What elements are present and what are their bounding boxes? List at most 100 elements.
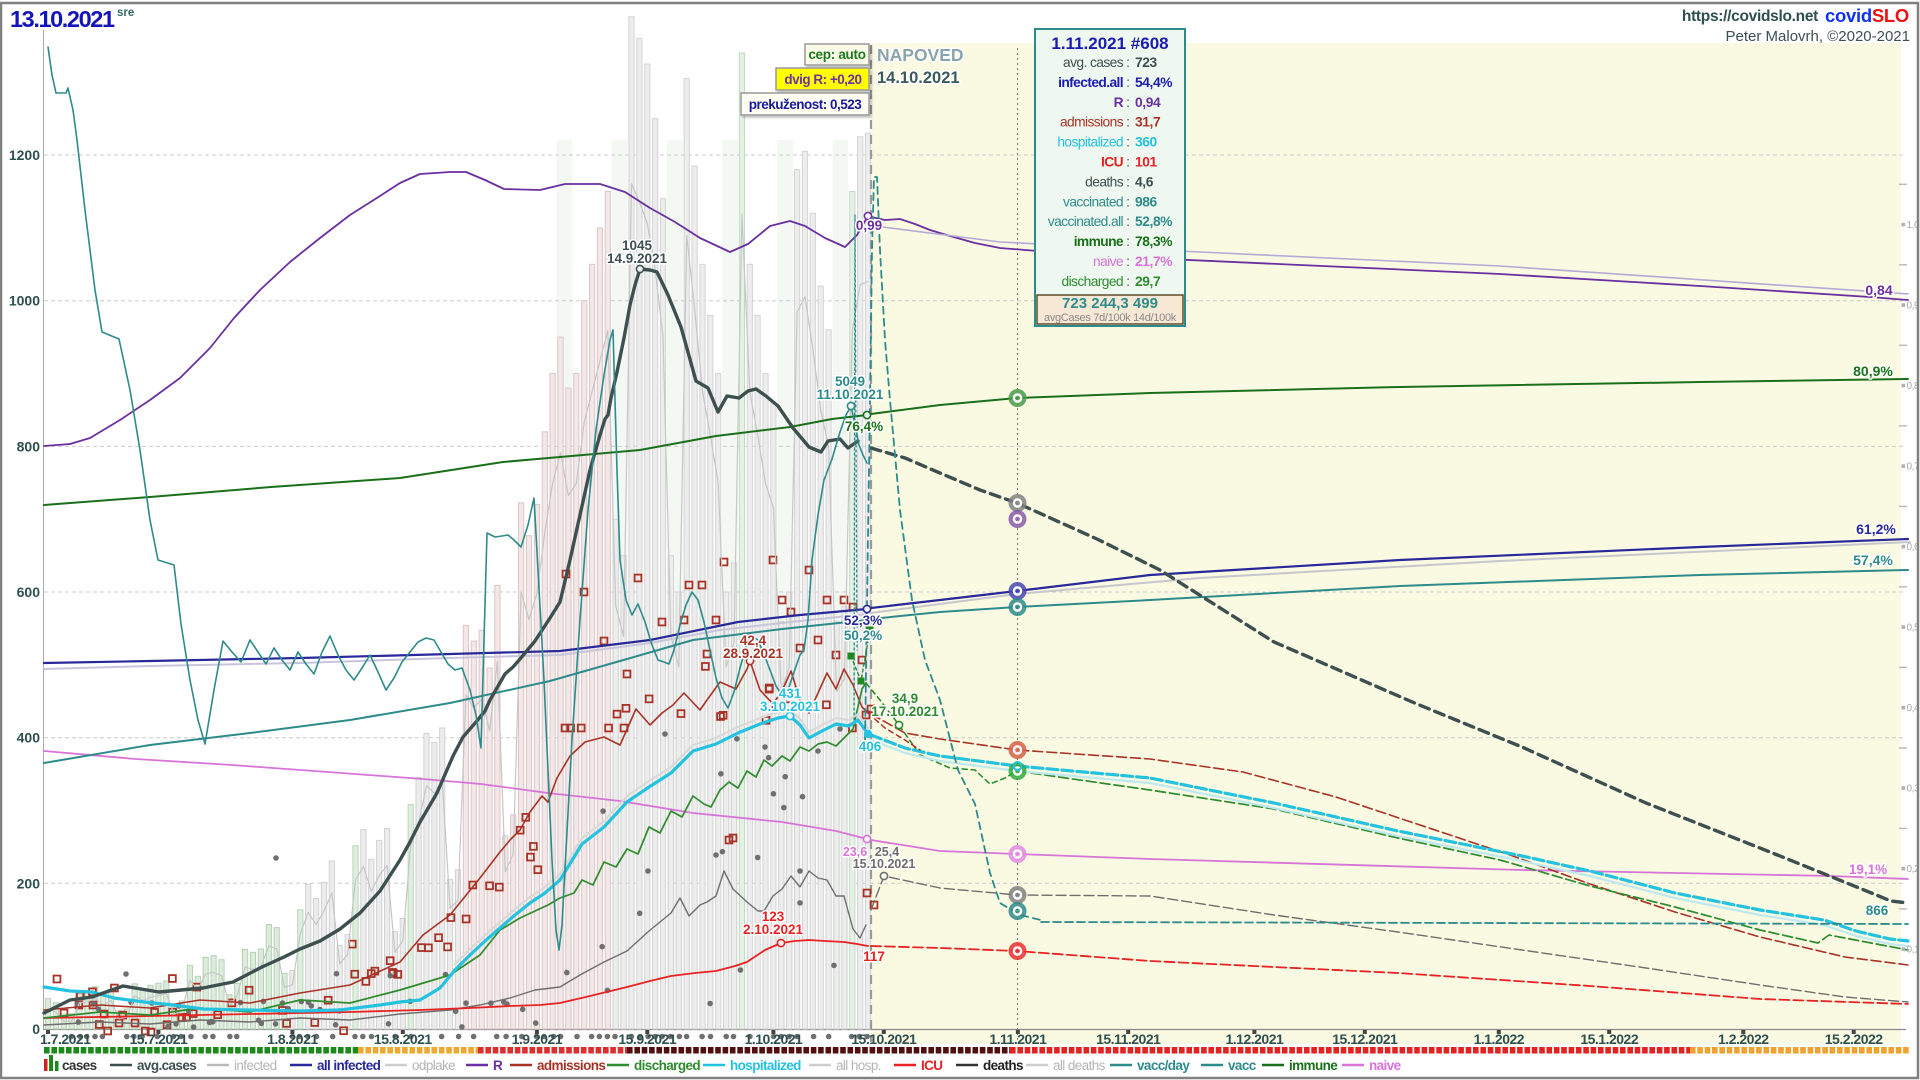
svg-text:4,6: 4,6 (1135, 174, 1154, 189)
svg-text:13.10.2021: 13.10.2021 (10, 6, 115, 32)
svg-text:admissions: admissions (537, 1058, 605, 1073)
svg-text:28.9.2021: 28.9.2021 (723, 646, 784, 661)
svg-text:15.7.2021: 15.7.2021 (129, 1031, 187, 1047)
svg-text:866: 866 (1866, 903, 1889, 918)
svg-text:admissions: admissions (1060, 115, 1124, 130)
svg-text::: : (1126, 254, 1130, 269)
svg-text:0,5: 0,5 (1907, 623, 1920, 634)
svg-text:123: 123 (762, 909, 785, 924)
svg-text::: : (1126, 214, 1130, 229)
svg-text:78,3%: 78,3% (1135, 234, 1172, 249)
svg-text:1.2.2022: 1.2.2022 (1718, 1031, 1769, 1047)
svg-text:naive: naive (1093, 254, 1124, 269)
svg-text:34,9: 34,9 (892, 691, 918, 706)
svg-text:all deaths: all deaths (1053, 1058, 1106, 1073)
svg-text:15.1.2022: 15.1.2022 (1580, 1031, 1638, 1047)
svg-text:31,7: 31,7 (1135, 115, 1161, 130)
svg-text:0,99: 0,99 (856, 218, 882, 233)
svg-text:avg. cases: avg. cases (1063, 55, 1124, 70)
svg-text:25,4: 25,4 (875, 845, 899, 859)
svg-text:discharged: discharged (634, 1058, 700, 1073)
svg-text:dvig R: +0,20: dvig R: +0,20 (784, 72, 861, 87)
svg-text:covidSLO: covidSLO (1825, 5, 1909, 26)
svg-text:prekuženost: 0,523: prekuženost: 0,523 (749, 97, 863, 112)
svg-text:1000: 1000 (9, 293, 40, 309)
svg-text:0,84: 0,84 (1865, 282, 1892, 298)
svg-text:54,4%: 54,4% (1135, 75, 1172, 90)
svg-text:14.10.2021: 14.10.2021 (877, 69, 960, 87)
svg-text:discharged: discharged (1062, 274, 1124, 289)
svg-text:57,4%: 57,4% (1853, 552, 1893, 568)
svg-text:52,3%: 52,3% (844, 613, 882, 628)
svg-text:hospitalized: hospitalized (1057, 135, 1123, 150)
svg-text:all infected: all infected (317, 1058, 381, 1073)
svg-text:360: 360 (1135, 135, 1158, 150)
svg-text::: : (1126, 194, 1130, 209)
svg-text:R: R (493, 1058, 503, 1073)
svg-text:vacc: vacc (1228, 1058, 1257, 1073)
svg-text:1.12.2021: 1.12.2021 (1226, 1031, 1284, 1047)
svg-text:15.10.2021: 15.10.2021 (851, 1031, 917, 1047)
svg-text:ICU: ICU (921, 1058, 942, 1073)
svg-text:hospitalized: hospitalized (730, 1058, 801, 1073)
svg-text:986: 986 (1135, 194, 1158, 209)
svg-text:15.9.2021: 15.9.2021 (618, 1031, 676, 1047)
svg-text:cep: auto: cep: auto (808, 47, 865, 62)
svg-text:0,3: 0,3 (1907, 784, 1920, 795)
svg-text::: : (1126, 75, 1130, 90)
svg-text:19,1%: 19,1% (1849, 862, 1887, 877)
svg-text:23,6: 23,6 (843, 845, 867, 859)
svg-text:42,4: 42,4 (740, 633, 767, 648)
svg-text:50,2%: 50,2% (844, 628, 882, 643)
svg-text:0,6: 0,6 (1907, 542, 1920, 553)
svg-text:https://covidslo.net: https://covidslo.net (1682, 8, 1818, 25)
svg-text:3.10.2021: 3.10.2021 (760, 699, 821, 714)
svg-text:1,0: 1,0 (1907, 220, 1920, 231)
svg-text:0,4: 0,4 (1907, 703, 1920, 714)
svg-text:117: 117 (863, 949, 885, 964)
svg-text:0,1: 0,1 (1907, 945, 1920, 956)
svg-text:1.7.2021: 1.7.2021 (40, 1031, 91, 1047)
svg-text:infected.all: infected.all (1058, 75, 1123, 90)
svg-text:52,8%: 52,8% (1135, 214, 1172, 229)
svg-text:0,9: 0,9 (1907, 301, 1920, 312)
svg-text:431: 431 (779, 686, 802, 701)
svg-text:17.10.2021: 17.10.2021 (871, 704, 939, 719)
svg-text::: : (1126, 95, 1130, 110)
svg-text:61,2%: 61,2% (1856, 521, 1896, 537)
svg-text::: : (1126, 274, 1130, 289)
svg-text:sre: sre (117, 7, 134, 19)
svg-text:15.10.2021: 15.10.2021 (853, 857, 916, 871)
svg-text:15.2.2022: 15.2.2022 (1825, 1031, 1883, 1047)
svg-text:1.11.2021 #608: 1.11.2021 #608 (1051, 34, 1168, 53)
svg-text:0,94: 0,94 (1135, 95, 1161, 110)
svg-text:infected: infected (234, 1058, 277, 1073)
svg-text:15.12.2021: 15.12.2021 (1332, 1031, 1398, 1047)
svg-text::: : (1126, 115, 1130, 130)
svg-text:5049: 5049 (835, 374, 865, 389)
svg-text:vaccinated.all: vaccinated.all (1048, 214, 1124, 229)
svg-text:101: 101 (1135, 155, 1158, 170)
svg-text:21,7%: 21,7% (1135, 254, 1172, 269)
svg-text:0,7: 0,7 (1907, 462, 1920, 473)
svg-text:200: 200 (17, 875, 41, 891)
svg-text:odplake: odplake (412, 1058, 455, 1073)
svg-text:1.1.2022: 1.1.2022 (1474, 1031, 1525, 1047)
svg-text::: : (1126, 174, 1130, 189)
svg-text:naive: naive (1369, 1058, 1402, 1073)
svg-text:76,4%: 76,4% (845, 419, 883, 434)
svg-text:NAPOVED: NAPOVED (877, 45, 964, 65)
svg-text:0,2: 0,2 (1907, 864, 1920, 875)
svg-text:406: 406 (859, 739, 882, 754)
svg-text:11.10.2021: 11.10.2021 (817, 387, 884, 402)
svg-text:400: 400 (17, 730, 41, 746)
svg-text:vacc/day: vacc/day (1137, 1058, 1190, 1073)
svg-text:1.8.2021: 1.8.2021 (267, 1031, 318, 1047)
svg-text:avgCases 7d/100k 14d/100k: avgCases 7d/100k 14d/100k (1044, 312, 1177, 324)
svg-text:all hosp.: all hosp. (836, 1058, 881, 1073)
svg-text:deaths: deaths (983, 1058, 1023, 1073)
svg-text:immune: immune (1074, 234, 1124, 249)
svg-text:15.11.2021: 15.11.2021 (1096, 1031, 1161, 1047)
svg-text:0: 0 (32, 1021, 40, 1037)
svg-text:800: 800 (17, 438, 41, 454)
